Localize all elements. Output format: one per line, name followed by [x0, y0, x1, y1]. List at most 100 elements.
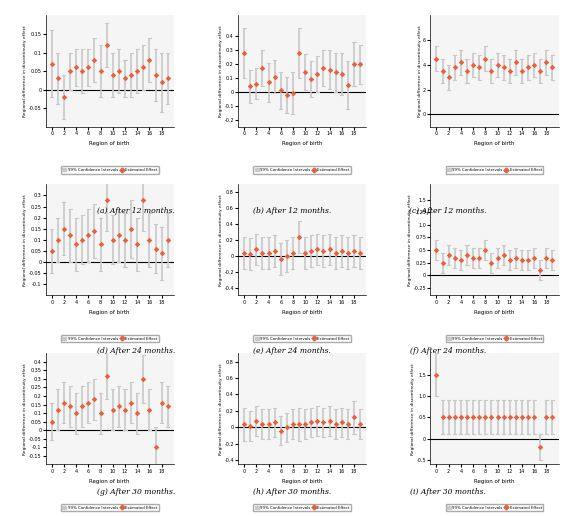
Point — [438, 413, 447, 422]
Point — [536, 266, 545, 275]
Point — [300, 420, 310, 428]
Point — [457, 413, 466, 422]
Legend: 99% Confidence Intervals, Estimated Effect: 99% Confidence Intervals, Estimated Effe… — [253, 167, 351, 173]
Point — [450, 63, 459, 71]
Point — [523, 413, 532, 422]
Point — [270, 247, 279, 255]
Legend: 99% Confidence Intervals, Estimated Effect: 99% Confidence Intervals, Estimated Effe… — [446, 335, 543, 343]
Point — [72, 240, 81, 249]
Point — [349, 60, 359, 68]
Point — [145, 56, 154, 64]
Point — [487, 413, 496, 422]
X-axis label: Region of birth: Region of birth — [282, 479, 323, 484]
Point — [548, 413, 557, 422]
Point — [282, 423, 291, 431]
Point — [505, 67, 514, 75]
Point — [475, 253, 484, 262]
Point — [66, 67, 75, 75]
Text: (f) After 24 months.: (f) After 24 months. — [410, 347, 486, 356]
Point — [337, 418, 347, 427]
Point — [96, 240, 105, 249]
Point — [151, 245, 160, 253]
Point — [127, 399, 136, 407]
Point — [59, 399, 68, 407]
Point — [84, 231, 93, 239]
Point — [548, 256, 557, 264]
X-axis label: Region of birth: Region of birth — [89, 310, 130, 315]
Point — [96, 67, 105, 75]
Point — [530, 413, 539, 422]
Point — [337, 70, 347, 78]
Point — [270, 418, 279, 427]
Point — [133, 240, 142, 249]
Text: (i) After 30 months.: (i) After 30 months. — [410, 488, 486, 496]
Point — [493, 61, 502, 69]
Point — [108, 406, 117, 414]
Point — [252, 79, 261, 88]
Point — [102, 372, 111, 380]
Point — [246, 82, 255, 90]
Point — [90, 395, 99, 404]
Point — [331, 68, 340, 76]
Point — [258, 64, 267, 72]
Point — [47, 247, 56, 255]
Text: (g) After 30 months.: (g) After 30 months. — [97, 488, 176, 496]
Point — [493, 413, 502, 422]
Point — [108, 236, 117, 244]
Point — [457, 58, 466, 67]
Point — [288, 89, 298, 98]
Point — [432, 55, 441, 63]
Point — [115, 67, 124, 75]
Point — [282, 90, 291, 99]
Point — [511, 413, 520, 422]
Point — [487, 259, 496, 267]
Point — [115, 231, 124, 239]
Point — [90, 227, 99, 235]
Y-axis label: Regional difference in discontinuity effect: Regional difference in discontinuity eff… — [412, 363, 416, 455]
Point — [102, 196, 111, 204]
Point — [313, 70, 322, 78]
Point — [542, 413, 551, 422]
Point — [102, 41, 111, 49]
Legend: 99% Confidence Intervals, Estimated Effect: 99% Confidence Intervals, Estimated Effe… — [61, 167, 158, 173]
Y-axis label: Regional difference in discontinuity effect: Regional difference in discontinuity eff… — [219, 363, 223, 455]
Point — [246, 422, 255, 430]
Y-axis label: Regional difference in discontinuity effect: Regional difference in discontinuity eff… — [23, 194, 27, 286]
Point — [307, 75, 316, 84]
Point — [499, 413, 508, 422]
Point — [239, 249, 249, 257]
Point — [276, 427, 286, 435]
Point — [444, 251, 453, 259]
Point — [115, 402, 124, 410]
Legend: 99% Confidence Intervals, Estimated Effect: 99% Confidence Intervals, Estimated Effe… — [253, 504, 351, 511]
Point — [523, 63, 532, 71]
Point — [47, 417, 56, 426]
Point — [444, 413, 453, 422]
Point — [325, 416, 334, 425]
Point — [307, 418, 316, 427]
Point — [127, 224, 136, 233]
Point — [288, 249, 298, 257]
Point — [481, 246, 490, 254]
Point — [264, 78, 273, 86]
Point — [530, 61, 539, 69]
Point — [72, 63, 81, 71]
Point — [307, 247, 316, 255]
Point — [300, 249, 310, 257]
Point — [457, 256, 466, 264]
Point — [356, 249, 365, 257]
Point — [163, 236, 172, 244]
Point — [469, 413, 478, 422]
Point — [246, 250, 255, 259]
Text: (b) After 12 months.: (b) After 12 months. — [253, 207, 331, 215]
Point — [163, 402, 172, 410]
Legend: 99% Confidence Intervals, Estimated Effect: 99% Confidence Intervals, Estimated Effe… — [253, 335, 351, 343]
Point — [53, 74, 62, 83]
Point — [84, 399, 93, 407]
Point — [295, 49, 304, 57]
Point — [343, 420, 352, 428]
Point — [530, 253, 539, 262]
Legend: 99% Confidence Intervals, Estimated Effect: 99% Confidence Intervals, Estimated Effe… — [61, 504, 158, 511]
Point — [282, 252, 291, 260]
Point — [84, 63, 93, 71]
